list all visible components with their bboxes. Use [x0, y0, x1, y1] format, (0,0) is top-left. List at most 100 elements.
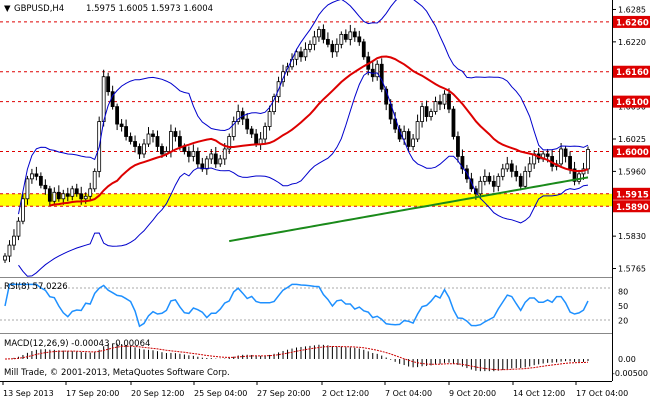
time-axis[interactable]: 13 Sep 2013 17 Sep 20:00 20 Sep 12:00 25 Se… — [2, 381, 628, 398]
candle-body — [177, 136, 182, 147]
time-tick-label: 17 Sep 20:00 — [66, 389, 119, 398]
candle-body — [133, 141, 137, 147]
price-tick-label: 1.6220 — [618, 38, 646, 47]
candle-body — [330, 43, 335, 53]
candle-body — [74, 188, 79, 195]
candle-body — [16, 220, 21, 237]
rsi-panel[interactable]: RSI(8) 57.0226 — [0, 279, 612, 332]
level-label: 1.6000 — [616, 148, 649, 158]
candle-body — [12, 235, 16, 246]
candle-body — [334, 43, 339, 53]
candle-body — [348, 31, 353, 40]
candle-body — [586, 149, 590, 170]
rsi-line — [4, 283, 589, 328]
candle-body — [218, 158, 223, 165]
time-tick-label: 13 Sep 2013 — [3, 389, 54, 398]
candle-body — [487, 175, 492, 182]
candle-body — [518, 175, 523, 187]
price-tick-label: 1.5830 — [618, 232, 646, 241]
candle-body — [272, 96, 276, 113]
time-tick-label: 9 Oct 20:00 — [449, 389, 496, 398]
candle-body — [128, 136, 133, 142]
time-tick-label: 7 Oct 04:00 — [385, 389, 432, 398]
candle-body — [88, 188, 93, 197]
candle-body — [478, 180, 483, 195]
candle-body — [101, 76, 106, 122]
candle-body — [160, 146, 164, 155]
candle-body — [509, 163, 514, 172]
candle-body — [352, 31, 357, 38]
level-label: 1.6160 — [616, 68, 649, 78]
candle-body — [406, 131, 411, 147]
bollinger-lower — [18, 71, 589, 277]
candle-body — [92, 170, 97, 190]
candle-body — [115, 106, 120, 125]
candle-body — [456, 136, 460, 157]
level-labels: 1.6260 1.6160 1.6100 1.6000 1.5915 1.5890 — [613, 15, 650, 213]
candle-body — [173, 131, 178, 137]
candle-body — [186, 151, 191, 157]
candle-body — [393, 118, 398, 130]
candle-body — [213, 153, 218, 165]
moving-average-slow — [229, 176, 589, 243]
level-label: 1.5915 — [616, 190, 649, 200]
candle-body — [70, 188, 75, 197]
candle-body — [222, 148, 227, 160]
candle-body — [491, 180, 496, 187]
price-panel[interactable]: ▼ GBPUSD,H4 1.5975 1.6005 1.5973 1.6004 — [0, 0, 612, 277]
candle-body — [281, 71, 285, 83]
candle-body — [30, 173, 34, 180]
symbol-label: GBPUSD,H4 — [14, 4, 64, 14]
candle-body — [325, 38, 330, 45]
level-label-bg — [613, 145, 650, 158]
copyright-label: Mill Trade, © 2001-2013, MetaQuotes Soft… — [4, 368, 230, 378]
candle-body — [209, 153, 214, 160]
candle-body — [52, 191, 57, 202]
level-label: 1.6260 — [616, 18, 649, 28]
candle-body — [496, 175, 501, 187]
candle-body — [43, 184, 48, 190]
rsi-label: RSI(8) 57.0226 — [4, 282, 68, 292]
candle-body — [119, 123, 124, 127]
candle-body — [3, 255, 7, 261]
moving-average-fast — [49, 55, 589, 207]
rsi-axis: 80 50 20 — [618, 288, 628, 326]
candle-body — [308, 43, 312, 50]
candle-body — [420, 106, 424, 122]
level-label-bg — [613, 15, 650, 28]
candles — [3, 24, 590, 264]
candle-body — [375, 63, 380, 78]
candle-body — [169, 131, 173, 152]
price-tick-label: 1.5765 — [618, 265, 646, 274]
candle-body — [505, 163, 510, 170]
symbol-arrow-icon[interactable]: ▼ — [4, 4, 11, 14]
candle-body — [447, 93, 451, 110]
price-axis[interactable]: 1.62851.62201.61551.60901.60251.59601.58… — [612, 5, 646, 274]
candle-body — [469, 178, 474, 190]
candle-body — [65, 193, 70, 197]
time-tick-label: 2 Oct 12:00 — [322, 389, 369, 398]
candle-body — [460, 156, 465, 170]
macd-panel[interactable]: MACD(12,26,9) -0.00043 -0.00064 Mill Tra… — [0, 335, 612, 380]
macd-axis: 0.00 -0.00500 — [612, 355, 648, 378]
time-tick-label: 14 Oct 12:00 — [513, 389, 565, 398]
price-panel-bg — [0, 0, 612, 276]
candle-body — [563, 148, 568, 157]
candle-body — [200, 163, 205, 170]
candle-body — [500, 168, 505, 177]
candle-body — [357, 36, 362, 43]
candle-body — [433, 101, 438, 112]
bollinger-upper — [18, 0, 589, 215]
candle-body — [195, 151, 200, 165]
candle-body — [236, 111, 241, 122]
candle-body — [231, 121, 236, 137]
support-zone — [0, 193, 612, 207]
candle-body — [245, 118, 250, 130]
candle-body — [267, 111, 272, 127]
candle-body — [106, 76, 111, 93]
time-tick-label: 27 Sep 20:00 — [257, 389, 310, 398]
candle-body — [451, 108, 456, 137]
candle-body — [34, 173, 39, 177]
